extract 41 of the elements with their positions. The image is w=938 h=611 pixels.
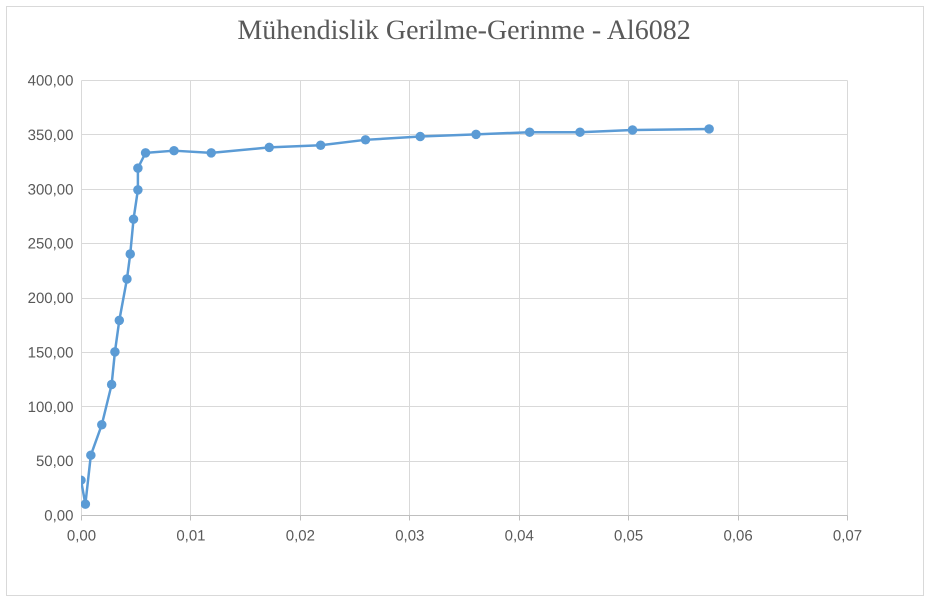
chart-title: Mühendislik Gerilme-Gerinme - Al6082 [237,15,691,46]
point [704,124,714,134]
x-tick-label: 0,04 [504,528,534,544]
point [264,142,274,152]
point [106,380,116,390]
y-tick-label: 100,00 [28,398,74,416]
y-tick-label: 200,00 [28,290,74,307]
point [415,132,425,142]
point [360,135,370,145]
point [81,499,90,509]
y-tick-label: 0,00 [44,508,74,524]
point [471,130,481,140]
point [133,163,143,173]
point [114,316,124,326]
point [86,450,96,460]
point [316,140,326,150]
y-tick-label: 250,00 [28,236,74,253]
x-tick-label: 0,06 [723,528,753,544]
point [110,347,120,357]
point [97,420,107,430]
x-tick-label: 0,07 [832,528,862,544]
x-tick-label: 0,00 [66,528,96,544]
point [133,185,143,195]
y-tick-label: 150,00 [28,344,74,362]
y-tick-label: 400,00 [28,72,74,90]
y-tick-label: 50,00 [36,453,74,470]
point [575,127,585,137]
point [126,249,135,259]
point [628,125,638,135]
point [140,148,150,158]
x-tick-label: 0,02 [286,528,315,544]
point [128,214,138,224]
y-tick-label: 300,00 [28,181,74,198]
point [206,148,216,158]
point [122,274,132,284]
x-tick-label: 0,05 [614,528,644,544]
point [524,127,534,137]
x-tick-label: 0,03 [395,528,424,544]
y-tick-label: 350,00 [28,126,74,144]
x-tick-label: 0,01 [176,528,206,544]
point [169,146,179,156]
